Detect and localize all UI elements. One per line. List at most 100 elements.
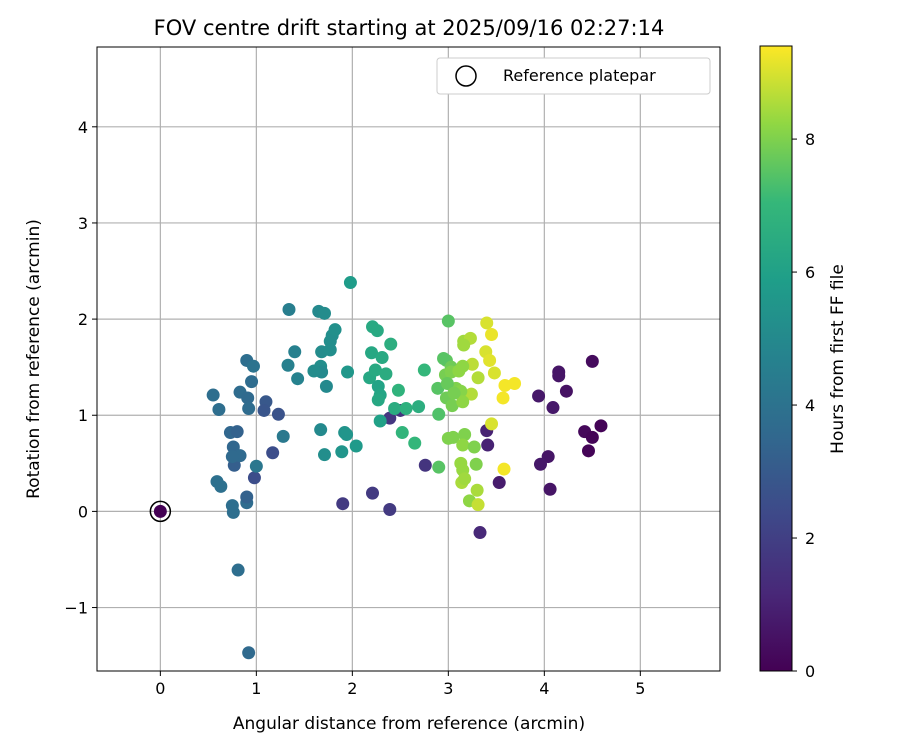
legend-label: Reference platepar [503, 66, 656, 85]
data-point [266, 446, 280, 460]
data-point [323, 343, 337, 357]
data-point [379, 367, 393, 381]
points-layer [149, 276, 608, 660]
data-point [456, 395, 470, 409]
ticks: 0 1 2 3 4 5 −1 0 1 2 3 4 [64, 118, 645, 698]
data-point [366, 486, 380, 500]
data-point [371, 393, 385, 407]
data-point [418, 458, 432, 472]
data-point [533, 457, 547, 471]
data-point [458, 472, 472, 486]
data-point [559, 384, 573, 398]
data-point [212, 402, 226, 416]
y-tick-label: 2 [78, 310, 88, 329]
y-tick-label: 3 [78, 214, 88, 233]
data-point [225, 499, 239, 513]
data-point [282, 302, 296, 316]
data-point [487, 366, 501, 380]
data-point [585, 430, 599, 444]
data-point [241, 391, 255, 405]
data-point [447, 386, 461, 400]
data-point [281, 358, 295, 372]
data-point [431, 381, 445, 395]
data-point [249, 459, 263, 473]
data-point [335, 445, 349, 459]
data-point [440, 377, 454, 391]
data-point [481, 438, 495, 452]
data-point [445, 399, 459, 413]
colorbar-tick-label: 2 [805, 529, 815, 548]
data-point [432, 460, 446, 474]
data-point [395, 426, 409, 440]
data-point [384, 337, 398, 351]
data-point [242, 402, 256, 416]
y-tick-label: −1 [64, 599, 88, 618]
data-point [271, 407, 285, 421]
y-tick-label: 1 [78, 406, 88, 425]
x-tick-label: 2 [347, 679, 357, 698]
data-point [492, 476, 506, 490]
colorbar-label: Hours from first FF file [828, 264, 848, 454]
y-axis-label: Rotation from reference (arcmin) [24, 219, 44, 499]
colorbar-tick-label: 4 [805, 396, 815, 415]
data-point [497, 462, 511, 476]
data-point [457, 338, 471, 352]
data-point [214, 479, 228, 493]
data-point [485, 327, 499, 341]
data-point [153, 504, 167, 518]
data-point [441, 314, 455, 328]
data-point [456, 438, 470, 452]
data-point [432, 407, 446, 421]
data-point [276, 429, 290, 443]
data-point [307, 364, 321, 378]
data-point [471, 498, 485, 512]
data-point [471, 371, 485, 385]
x-tick-label: 1 [251, 679, 261, 698]
data-point [480, 316, 494, 330]
x-tick-label: 3 [443, 679, 453, 698]
y-tick-label: 0 [78, 502, 88, 521]
legend: Reference platepar [436, 57, 711, 95]
data-point [383, 502, 397, 516]
data-point [456, 359, 470, 373]
data-point [485, 417, 499, 431]
data-point [552, 369, 566, 383]
data-point [585, 354, 599, 368]
x-tick-label: 4 [539, 679, 549, 698]
colorbar-tick-label: 0 [805, 662, 815, 681]
data-point [314, 423, 328, 437]
data-point [319, 379, 333, 393]
data-point [242, 646, 256, 660]
data-point [412, 400, 426, 414]
data-point [370, 324, 384, 338]
data-point [225, 450, 239, 464]
data-point [318, 448, 332, 462]
data-point [365, 346, 379, 360]
chart-title: FOV centre drift starting at 2025/09/16 … [154, 16, 665, 40]
data-point [288, 345, 302, 359]
data-point [373, 414, 387, 428]
data-point [246, 359, 260, 373]
data-point [375, 351, 389, 365]
colorbar-tick-label: 8 [805, 130, 815, 149]
plot-frame [96, 46, 721, 672]
data-point [543, 482, 557, 496]
data-point [532, 389, 546, 403]
data-point [391, 383, 405, 397]
x-tick-label: 0 [155, 679, 165, 698]
data-point [467, 440, 481, 454]
data-point [368, 363, 382, 377]
data-point [408, 436, 422, 450]
data-point [473, 526, 487, 540]
legend-reference-marker [455, 65, 477, 87]
reference-platepar-marker [149, 500, 172, 523]
data-point [340, 427, 354, 441]
data-point [245, 375, 259, 389]
data-point [483, 353, 497, 367]
data-point [496, 391, 510, 405]
data-point [388, 402, 402, 416]
data-point [417, 363, 431, 377]
data-point [206, 388, 220, 402]
